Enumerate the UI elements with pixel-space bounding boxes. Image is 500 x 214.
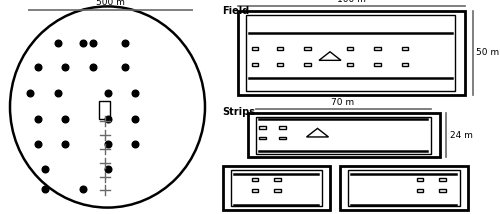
Bar — [238, 11, 465, 95]
Bar — [277, 63, 283, 66]
Text: 70 m: 70 m — [332, 98, 354, 107]
Bar — [99, 101, 110, 119]
Bar — [279, 137, 286, 140]
Bar — [246, 15, 455, 91]
Bar — [304, 47, 311, 50]
Bar — [230, 170, 322, 206]
Bar — [274, 178, 281, 181]
Text: 100 m: 100 m — [337, 0, 366, 4]
Text: Strips: Strips — [222, 107, 256, 117]
Text: 50 m: 50 m — [476, 48, 499, 58]
Bar — [252, 189, 258, 192]
Bar — [274, 189, 281, 192]
Bar — [402, 47, 408, 50]
Bar — [417, 189, 423, 192]
Text: 500 m: 500 m — [96, 0, 124, 7]
Bar — [260, 126, 266, 129]
Bar — [347, 47, 353, 50]
Bar — [252, 47, 258, 50]
Bar — [252, 178, 258, 181]
Bar — [279, 126, 286, 129]
Text: 24 m: 24 m — [450, 131, 472, 140]
Bar — [222, 166, 330, 210]
Bar — [417, 178, 423, 181]
Bar — [252, 63, 258, 66]
Bar — [348, 170, 460, 206]
Bar — [347, 63, 353, 66]
Bar — [402, 63, 408, 66]
Bar — [440, 189, 446, 192]
Bar — [277, 47, 283, 50]
Bar — [256, 117, 430, 154]
Bar — [248, 113, 440, 157]
Bar — [374, 63, 381, 66]
Bar — [340, 166, 468, 210]
Bar — [440, 178, 446, 181]
Text: Field: Field — [222, 6, 250, 16]
Bar — [260, 137, 266, 140]
Bar — [374, 47, 381, 50]
Bar — [304, 63, 311, 66]
